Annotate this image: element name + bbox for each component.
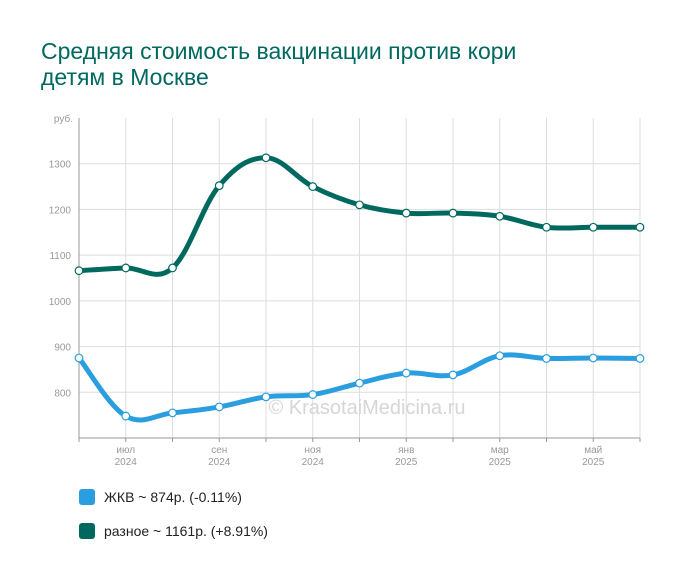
chart-title-line-1: Средняя стоимость вакцинации против кори — [41, 38, 517, 64]
data-point-zhkv — [168, 408, 177, 418]
x-tick-label-month: янв — [398, 445, 414, 456]
data-point-raznoe — [355, 200, 364, 210]
x-tick-label-year: 2024 — [208, 457, 231, 468]
data-point-raznoe — [448, 208, 458, 218]
data-point-raznoe — [542, 222, 551, 232]
legend-item-raznoe[interactable]: разное ~ 1161р. (+8.91%) — [79, 523, 268, 539]
data-point-zhkv — [308, 390, 318, 399]
data-point-zhkv — [121, 411, 131, 421]
x-tick-label-year: 2024 — [115, 457, 138, 468]
y-tick-label: 800 — [54, 388, 71, 399]
data-point-zhkv — [214, 402, 224, 412]
legend-swatch-raznoe — [79, 523, 95, 539]
x-tick-label-month: сен — [211, 445, 227, 456]
data-point-raznoe — [261, 153, 271, 163]
x-tick-label-year: 2025 — [582, 457, 605, 468]
x-tick-label-month: июл — [116, 445, 135, 456]
chart-title-line-2: детям в Москве — [41, 64, 209, 90]
data-point-raznoe — [214, 181, 224, 191]
data-point-zhkv — [355, 378, 364, 388]
data-point-zhkv — [635, 354, 645, 363]
x-tick-label-year: 2025 — [395, 457, 418, 468]
x-tick-label-month: ноя — [305, 445, 322, 456]
data-point-raznoe — [121, 263, 131, 273]
x-tick-label-month: май — [584, 445, 602, 456]
legend-label-raznoe: разное ~ 1161р. (+8.91%) — [104, 523, 268, 539]
x-tick-label-year: 2025 — [489, 457, 512, 468]
point-layer — [74, 153, 645, 421]
data-point-raznoe — [588, 222, 598, 232]
chart-title: Средняя стоимость вакцинации против кори… — [41, 38, 641, 90]
y-tick-label: 900 — [54, 343, 71, 354]
data-point-zhkv — [401, 368, 411, 378]
data-point-zhkv — [448, 370, 458, 380]
axis-layer: 8009001000110012001300руб.июл2024сен2024… — [49, 113, 641, 468]
legend-item-zhkv[interactable]: ЖКВ ~ 874р. (-0.11%) — [79, 489, 242, 505]
data-point-raznoe — [74, 266, 84, 276]
x-tick-label-month: мар — [491, 445, 509, 456]
grid-layer — [78, 118, 641, 438]
data-point-raznoe — [401, 208, 411, 218]
y-axis-unit-label: руб. — [54, 113, 73, 125]
y-tick-label: 1300 — [49, 160, 72, 171]
watermark: © KrasotaiMedicina.ru — [268, 397, 465, 419]
data-point-zhkv — [588, 353, 598, 363]
data-point-zhkv — [495, 351, 505, 361]
y-tick-label: 1200 — [49, 205, 72, 216]
data-point-raznoe — [495, 211, 505, 221]
y-tick-label: 1100 — [49, 251, 71, 262]
legend-label-zhkv: ЖКВ ~ 874р. (-0.11%) — [104, 489, 242, 505]
x-tick-label-year: 2024 — [302, 457, 325, 468]
data-point-raznoe — [635, 222, 645, 232]
data-point-zhkv — [261, 392, 271, 402]
data-point-zhkv — [542, 354, 551, 363]
data-point-raznoe — [168, 263, 177, 273]
y-tick-label: 1000 — [49, 297, 72, 308]
data-point-raznoe — [308, 182, 318, 191]
data-point-zhkv — [74, 353, 84, 363]
legend-swatch-zhkv — [79, 489, 95, 505]
